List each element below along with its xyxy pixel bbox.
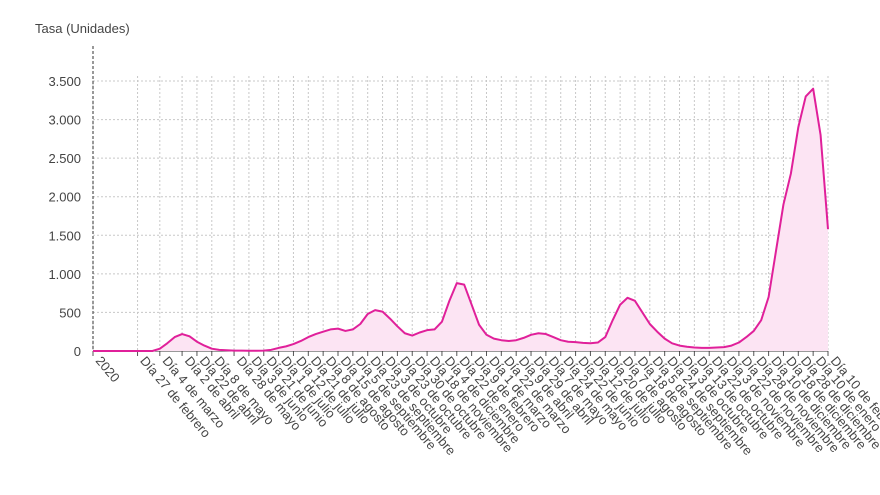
- y-tick-label: 1.500: [48, 228, 81, 243]
- y-tick-label: 500: [59, 305, 81, 320]
- y-tick-label: 3.000: [48, 113, 81, 128]
- y-tick-label: 0: [74, 344, 81, 359]
- y-tick-label: 1.000: [48, 267, 81, 282]
- y-tick-label: 2.500: [48, 151, 81, 166]
- x-tick-label: 2020: [93, 353, 123, 385]
- y-tick-label: 2.000: [48, 190, 81, 205]
- y-axis-title: Tasa (Unidades): [35, 21, 130, 36]
- line: [93, 87, 829, 352]
- y-tick-label: 3.500: [48, 74, 81, 89]
- area: [93, 88, 828, 352]
